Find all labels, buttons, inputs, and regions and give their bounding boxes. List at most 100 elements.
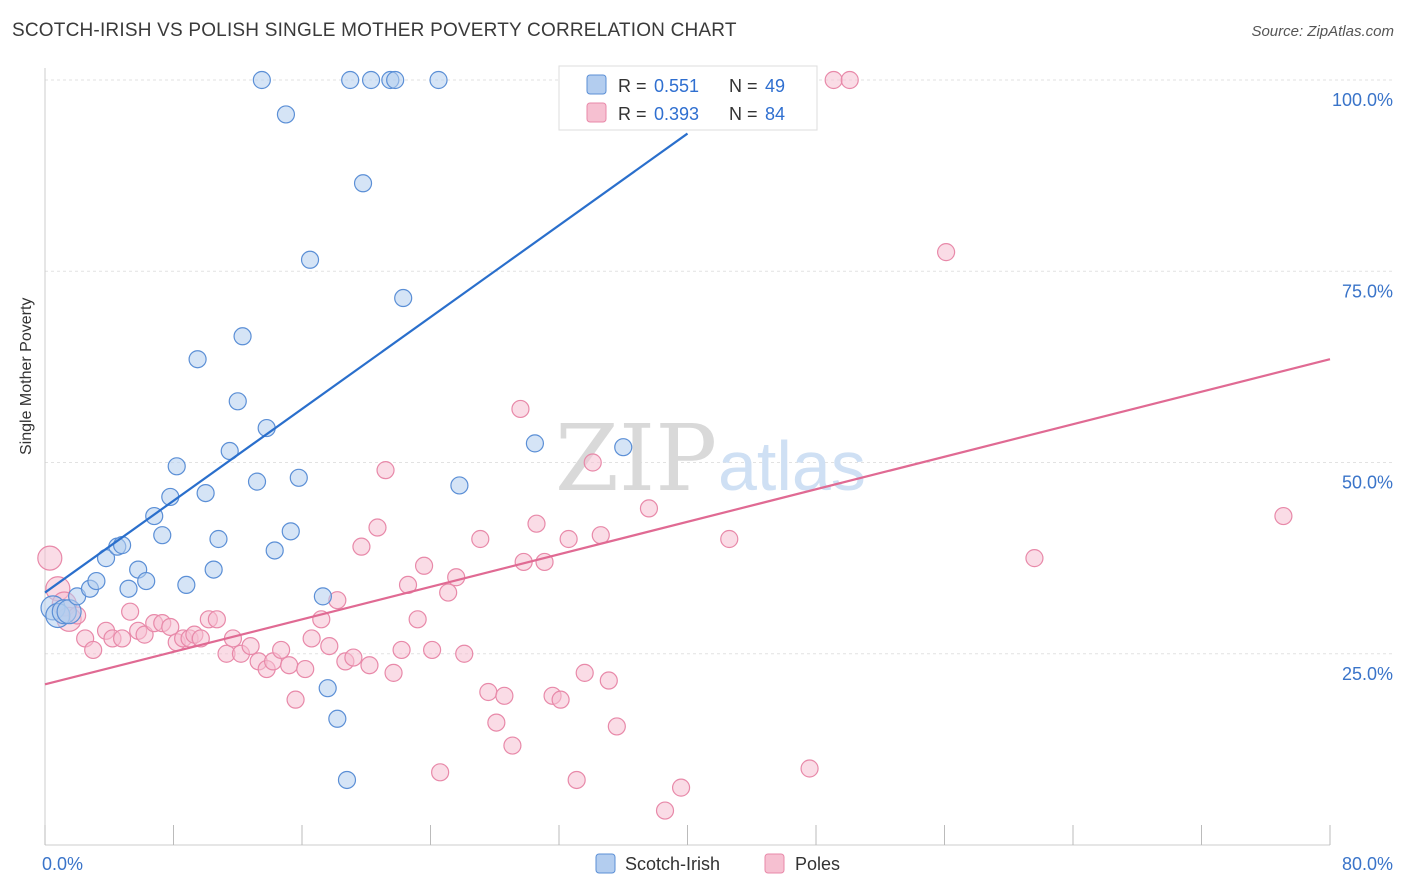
point-poles-59 — [511, 399, 530, 419]
point-scotch-irish-38 — [353, 174, 373, 193]
point-poles-53 — [455, 644, 474, 663]
source-credit: Source: ZipAtlas.com — [1251, 23, 1394, 40]
legend-r-label: R = — [618, 76, 647, 96]
data-points — [37, 70, 1293, 820]
point-poles-43 — [376, 461, 395, 480]
point-poles-26 — [241, 636, 260, 656]
trend-lines — [44, 132, 1331, 686]
point-poles-44 — [384, 663, 403, 682]
point-poles-9 — [112, 629, 132, 648]
point-scotch-irish-16 — [167, 457, 186, 476]
point-scotch-irish-42 — [394, 288, 413, 308]
point-poles-10 — [121, 602, 140, 621]
point-poles-48 — [414, 556, 434, 575]
point-scotch-irish-26 — [252, 70, 271, 90]
point-poles-66 — [567, 770, 586, 790]
point-scotch-irish-20 — [204, 560, 223, 579]
point-poles-15 — [161, 617, 180, 637]
legend-n-value-scotch-irish: 49 — [765, 76, 785, 96]
point-scotch-irish-32 — [300, 250, 320, 269]
trend-line-poles — [44, 358, 1331, 686]
point-poles-77 — [824, 70, 843, 90]
point-scotch-irish-41 — [386, 70, 405, 90]
point-scotch-irish-25 — [247, 472, 267, 491]
point-scotch-irish-39 — [361, 70, 381, 90]
point-poles-68 — [583, 453, 602, 472]
point-scotch-irish-6 — [87, 571, 106, 591]
point-poles-50 — [431, 763, 450, 782]
legend-swatch-poles — [586, 102, 607, 123]
point-scotch-irish-19 — [196, 484, 215, 503]
point-poles-70 — [599, 671, 618, 690]
legend-label-poles: Poles — [795, 854, 840, 874]
legend-n-label: N = — [729, 76, 758, 96]
point-poles-78 — [840, 70, 859, 90]
point-scotch-irish-31 — [289, 468, 308, 487]
series-legend: Scotch-Irish Poles — [595, 853, 840, 874]
point-scotch-irish-30 — [281, 522, 300, 541]
point-poles-51 — [439, 583, 458, 602]
point-poles-71 — [607, 717, 626, 736]
point-scotch-irish-21 — [209, 529, 228, 549]
legend-r-value-poles: 0.393 — [654, 104, 699, 124]
point-poles-45 — [392, 640, 411, 660]
y-tick-label-0: 25.0% — [1342, 664, 1393, 684]
point-scotch-irish-43 — [429, 70, 448, 90]
legend-swatch-scotch-irish — [595, 853, 616, 874]
point-poles-36 — [320, 636, 339, 656]
point-poles-72 — [639, 499, 659, 518]
point-poles-55 — [479, 682, 498, 702]
tick-labels: 25.0% 50.0% 75.0% 100.0% 0.0% 80.0% — [42, 90, 1393, 874]
point-scotch-irish-44 — [450, 476, 469, 495]
x-tick-label-min: 0.0% — [42, 854, 83, 874]
point-scotch-irish-45 — [525, 434, 545, 453]
point-poles-75 — [720, 529, 739, 549]
point-scotch-irish-10 — [119, 579, 138, 598]
point-poles-58 — [503, 736, 522, 755]
point-poles-32 — [286, 690, 305, 709]
point-poles-0 — [37, 545, 63, 571]
y-tick-label-3: 100.0% — [1332, 90, 1393, 110]
point-scotch-irish-18 — [188, 350, 207, 369]
point-scotch-irish-37 — [341, 70, 360, 90]
point-scotch-irish-35 — [328, 709, 347, 728]
point-poles-40 — [352, 537, 371, 556]
point-scotch-irish-46 — [614, 438, 633, 457]
point-poles-52 — [447, 568, 466, 587]
x-tick-label-max: 80.0% — [1342, 854, 1393, 874]
point-poles-20 — [191, 629, 210, 648]
watermark: ZIP atlas — [555, 405, 866, 512]
point-scotch-irish-24 — [233, 327, 252, 346]
legend-swatch-poles — [764, 853, 785, 874]
point-poles-30 — [272, 640, 291, 660]
legend-swatch-scotch-irish — [586, 74, 607, 95]
point-scotch-irish-28 — [265, 541, 284, 560]
watermark-atlas: atlas — [718, 427, 866, 505]
point-poles-49 — [423, 640, 442, 660]
y-tick-label-1: 50.0% — [1342, 473, 1393, 493]
point-poles-47 — [408, 610, 427, 629]
point-poles-64 — [551, 690, 570, 709]
point-poles-73 — [655, 801, 675, 820]
point-poles-34 — [302, 629, 321, 648]
legend-n-value-poles: 84 — [765, 104, 785, 124]
point-poles-41 — [360, 656, 379, 675]
point-poles-61 — [527, 514, 546, 533]
legend-label-scotch-irish: Scotch-Irish — [625, 854, 720, 874]
point-poles-81 — [1274, 506, 1293, 526]
point-poles-79 — [937, 243, 956, 262]
point-scotch-irish-9 — [112, 536, 132, 555]
chart-title: SCOTCH-IRISH VS POLISH SINGLE MOTHER POV… — [12, 20, 737, 41]
point-poles-57 — [495, 686, 514, 705]
point-poles-65 — [559, 529, 578, 549]
point-scotch-irish-34 — [318, 679, 337, 698]
point-poles-74 — [671, 778, 691, 797]
point-poles-42 — [368, 518, 387, 537]
grid-lines — [45, 79, 1395, 655]
point-poles-6 — [84, 640, 103, 660]
watermark-zip: ZIP — [555, 405, 717, 512]
point-poles-76 — [800, 759, 819, 778]
point-scotch-irish-12 — [137, 571, 156, 591]
y-tick-label-2: 75.0% — [1342, 281, 1393, 301]
